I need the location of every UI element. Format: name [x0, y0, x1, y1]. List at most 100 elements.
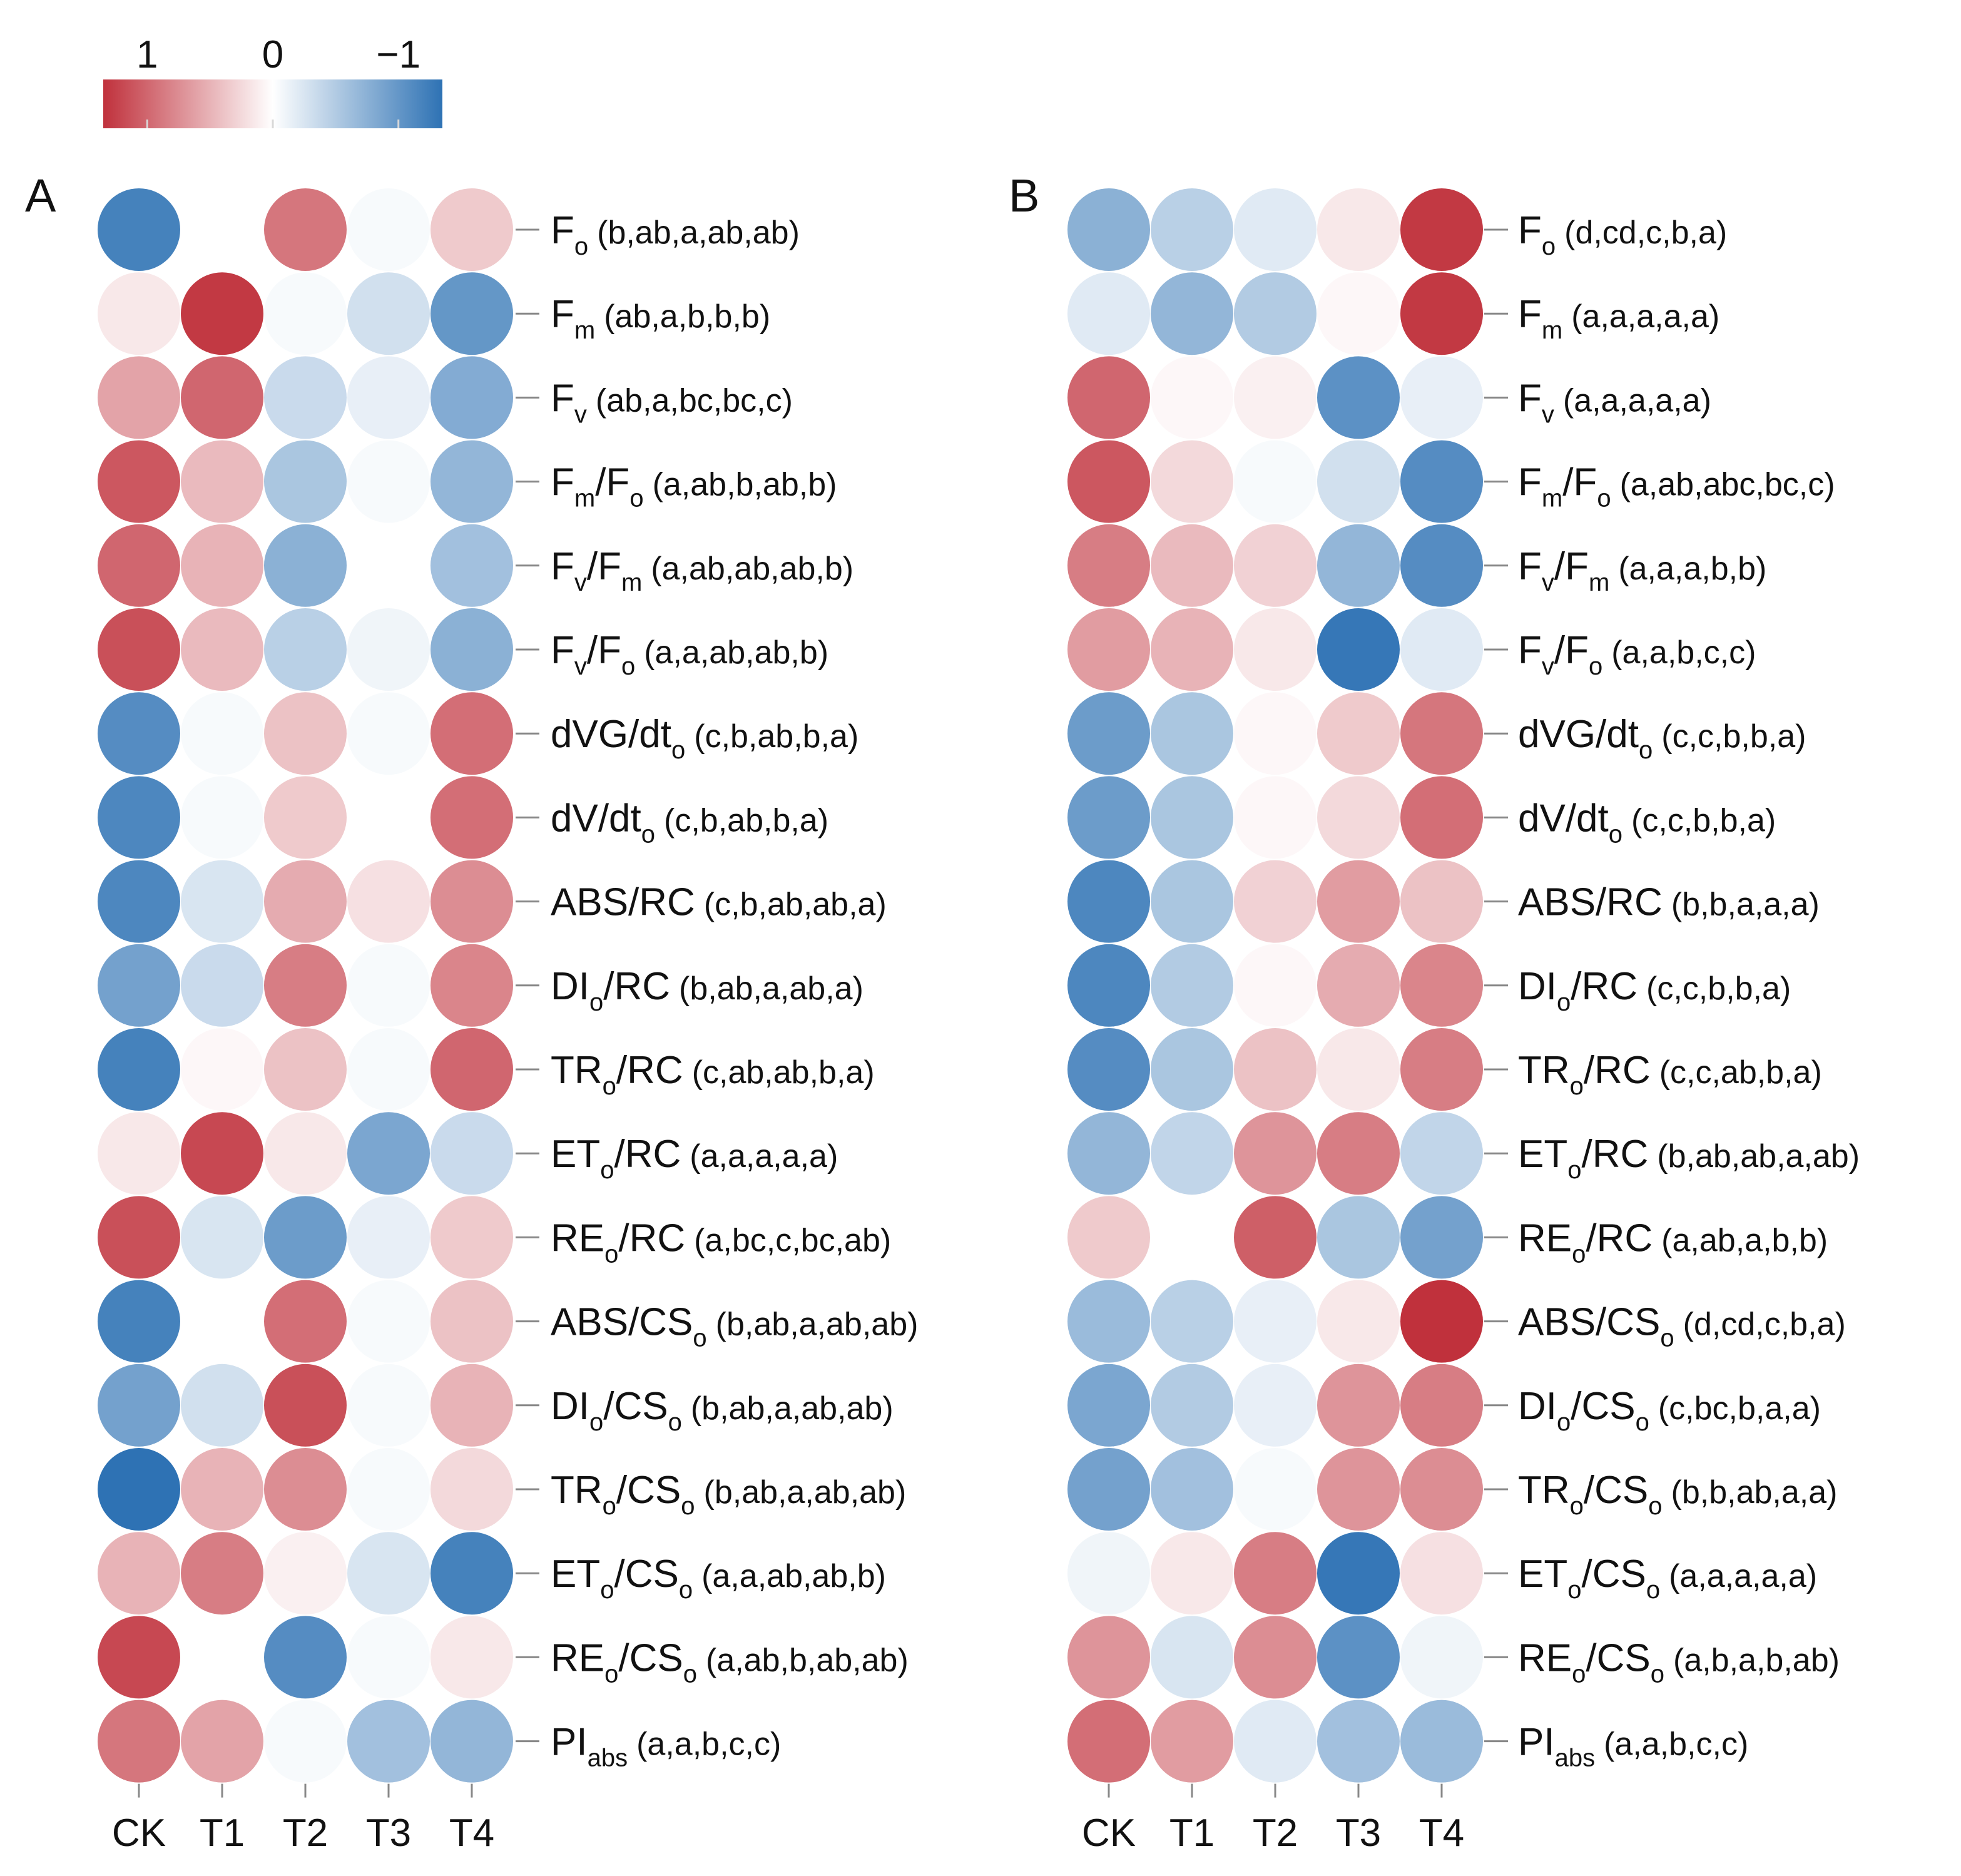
- heatmap-cell: [181, 440, 263, 523]
- column-label: T4: [449, 1812, 494, 1855]
- row-label: Fo (b,ab,a,ab,ab): [551, 209, 800, 260]
- heatmap-cell: [347, 524, 430, 607]
- heatmap-cell: [1317, 1532, 1400, 1615]
- heatmap-cell: [181, 944, 263, 1027]
- row-label: TRo/CSo (b,b,ab,a,a): [1518, 1469, 1837, 1520]
- heatmap-cell: [1234, 1616, 1317, 1699]
- heatmap-cell: [98, 692, 180, 775]
- column-label: T1: [1169, 1812, 1215, 1855]
- panel-letter: B: [1009, 170, 1039, 222]
- heatmap-cell: [347, 356, 430, 439]
- row-groups: (b,ab,ab,a,ab): [1657, 1138, 1860, 1175]
- heatmap-cell: [181, 1700, 263, 1783]
- heatmap-cell: [1234, 860, 1317, 943]
- heatmap-cell: [1067, 1196, 1150, 1279]
- heatmap-cell: [1317, 188, 1400, 271]
- heatmap-cell: [1067, 356, 1150, 439]
- heatmap-cell: [264, 188, 347, 271]
- heatmap-cell: [430, 1448, 513, 1531]
- heatmap-cell: [1400, 776, 1483, 859]
- heatmap-cell: [1234, 1196, 1317, 1279]
- heatmap-cell: [430, 860, 513, 943]
- heatmap-cell: [1400, 272, 1483, 355]
- heatmap-cell: [1151, 524, 1233, 607]
- heatmap-cell: [1067, 272, 1150, 355]
- row-label: PIabs (a,a,b,c,c): [1518, 1721, 1748, 1772]
- row-groups: (b,ab,a,ab,ab): [704, 1474, 907, 1511]
- heatmap-cell: [264, 1280, 347, 1363]
- heatmap-cell: [1400, 188, 1483, 271]
- row-groups: (c,bc,b,a,a): [1658, 1390, 1821, 1427]
- heatmap-cell: [1400, 1448, 1483, 1531]
- heatmap-cell: [1067, 776, 1150, 859]
- heatmap-cell: [430, 944, 513, 1027]
- heatmap-cell: [98, 1448, 180, 1531]
- row-groups: (a,ab,b,ab,ab): [706, 1642, 909, 1678]
- column-label: T2: [283, 1812, 328, 1855]
- row-groups: (b,ab,a,ab,ab): [597, 215, 800, 251]
- heatmap-cell: [98, 944, 180, 1027]
- heatmap-cell: [347, 944, 430, 1027]
- heatmap-cell: [1067, 1532, 1150, 1615]
- heatmap-cell: [264, 1364, 347, 1447]
- colorbar: 1 0 −1: [103, 33, 442, 128]
- column-label: T2: [1253, 1812, 1298, 1855]
- row-label: Fv/Fm (a,ab,ab,ab,b): [551, 545, 853, 596]
- heatmap-cell: [1234, 1700, 1317, 1783]
- heatmap-cell: [1234, 1448, 1317, 1531]
- heatmap-cell: [181, 1616, 263, 1699]
- heatmap-cell: [430, 1364, 513, 1447]
- row-groups: (b,ab,a,ab,ab): [691, 1390, 894, 1427]
- heatmap-cell: [181, 1196, 263, 1279]
- column-label: T1: [200, 1812, 245, 1855]
- row-label: REo/RC (a,bc,c,bc,ab): [551, 1216, 891, 1268]
- heatmap-cell: [430, 440, 513, 523]
- heatmap-cell: [181, 1028, 263, 1111]
- heatmap-cell: [1317, 944, 1400, 1027]
- heatmap-cell: [181, 188, 263, 271]
- row-label: ETo/RC (b,ab,ab,a,ab): [1518, 1133, 1860, 1184]
- heatmap-cell: [1067, 1028, 1150, 1111]
- heatmap-cell: [1317, 776, 1400, 859]
- heatmap-cell: [1400, 608, 1483, 691]
- row-label: Fv (a,a,a,a,a): [1518, 377, 1711, 428]
- row-groups: (a,b,a,b,ab): [1673, 1642, 1840, 1678]
- heatmap-cell: [347, 1532, 430, 1615]
- row-label: dV/dto (c,b,ab,b,a): [551, 797, 828, 848]
- row-groups: (b,b,a,a,a): [1671, 887, 1820, 923]
- heatmap-cell: [1317, 356, 1400, 439]
- row-groups: (d,cd,c,b,a): [1683, 1307, 1846, 1343]
- row-label: Fv/Fo (a,a,ab,ab,b): [551, 629, 828, 680]
- heatmap-cell: [1067, 608, 1150, 691]
- heatmap-cell: [264, 1700, 347, 1783]
- heatmap-cell: [1400, 692, 1483, 775]
- row-groups: (a,a,ab,ab,b): [701, 1558, 886, 1594]
- heatmap-cell: [1234, 188, 1317, 271]
- heatmap-cell: [1400, 860, 1483, 943]
- row-groups: (c,b,ab,b,a): [664, 802, 828, 839]
- heatmap-cell: [264, 524, 347, 607]
- row-label: REo/CSo (a,ab,b,ab,ab): [551, 1636, 909, 1688]
- heatmap-cell: [1400, 356, 1483, 439]
- row-groups: (b,b,ab,a,a): [1671, 1474, 1838, 1511]
- row-label: TRo/RC (c,c,ab,b,a): [1518, 1049, 1822, 1100]
- heatmap-cell: [1151, 1616, 1233, 1699]
- row-groups: (a,ab,a,b,b): [1661, 1222, 1828, 1258]
- column-label: T3: [1336, 1812, 1381, 1855]
- heatmap-cell: [1317, 1028, 1400, 1111]
- row-groups: (c,b,ab,ab,a): [704, 887, 887, 923]
- row-label: ABS/CSo (b,ab,a,ab,ab): [551, 1301, 918, 1352]
- heatmap-cell: [347, 1028, 430, 1111]
- heatmap-cell: [1400, 1280, 1483, 1363]
- heatmap-cell: [98, 1280, 180, 1363]
- heatmap-cell: [1151, 860, 1233, 943]
- row-label: dVG/dto (c,b,ab,b,a): [551, 713, 858, 764]
- row-label: Fv/Fm (a,a,a,b,b): [1518, 545, 1766, 596]
- row-label: DIo/CSo (c,bc,b,a,a): [1518, 1385, 1821, 1436]
- heatmap-cell: [1317, 1700, 1400, 1783]
- row-label: DIo/RC (c,c,b,b,a): [1518, 965, 1791, 1016]
- heatmap-cell: [1400, 944, 1483, 1027]
- column-label: CK: [1082, 1812, 1136, 1855]
- heatmap-cell: [1234, 356, 1317, 439]
- row-groups: (b,ab,a,ab,a): [679, 971, 863, 1007]
